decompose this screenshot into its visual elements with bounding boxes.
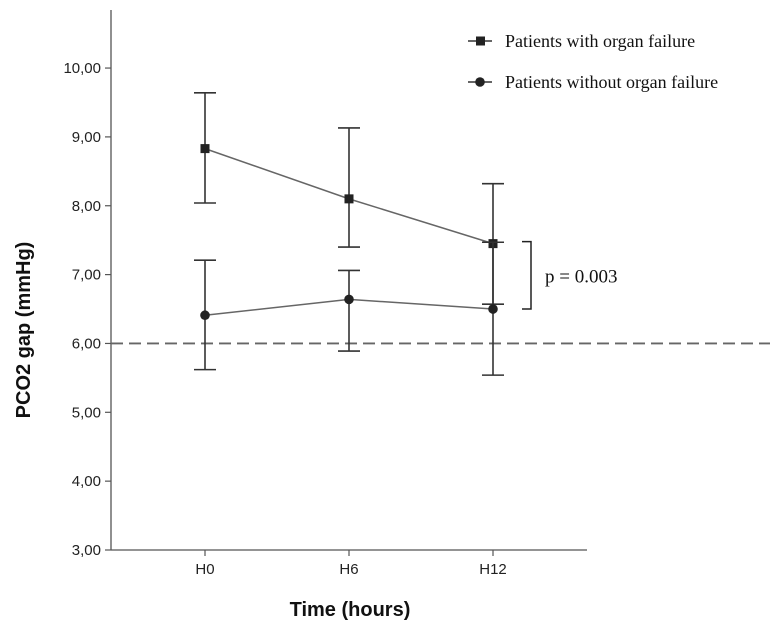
- x-tick-label: H12: [479, 561, 507, 578]
- legend-label: Patients with organ failure: [505, 31, 695, 51]
- y-tick-label: 4,00: [72, 473, 101, 490]
- y-tick-label: 9,00: [72, 129, 101, 146]
- y-axis-title: PCO2 gap (mmHg): [13, 242, 35, 419]
- data-point: [344, 295, 354, 305]
- annotation-bracket: [522, 242, 531, 309]
- legend-item-1: Patients with organ failure: [468, 31, 695, 51]
- data-point: [200, 310, 210, 320]
- y-tick-label: 10,00: [63, 60, 101, 77]
- data-point: [488, 304, 498, 314]
- legend-item-2: Patients without organ failure: [468, 72, 718, 92]
- data-point: [201, 144, 210, 153]
- y-tick-label: 6,00: [72, 335, 101, 352]
- series-2: [194, 242, 504, 375]
- y-tick-label: 3,00: [72, 542, 101, 559]
- x-axis-title: Time (hours): [290, 599, 411, 621]
- x-tick-label: H6: [339, 561, 358, 578]
- x-tick-label: H0: [195, 561, 214, 578]
- series-group: [194, 93, 504, 375]
- legend: Patients with organ failure Patients with…: [468, 31, 718, 92]
- x-axis-ticks: H0 H6 H12: [195, 550, 506, 578]
- legend-circle-icon: [475, 77, 485, 87]
- annotation-text: p = 0.003: [545, 266, 617, 287]
- y-axis-ticks: 3,00 4,00 5,00 6,00 7,00 8,00 9,00 10,00: [63, 60, 111, 559]
- y-tick-label: 7,00: [72, 267, 101, 284]
- legend-square-icon: [476, 37, 485, 46]
- y-tick-label: 5,00: [72, 404, 101, 421]
- legend-label: Patients without organ failure: [505, 72, 718, 92]
- annotation-group: p = 0.003: [522, 242, 617, 309]
- data-point: [345, 194, 354, 203]
- y-tick-label: 8,00: [72, 198, 101, 215]
